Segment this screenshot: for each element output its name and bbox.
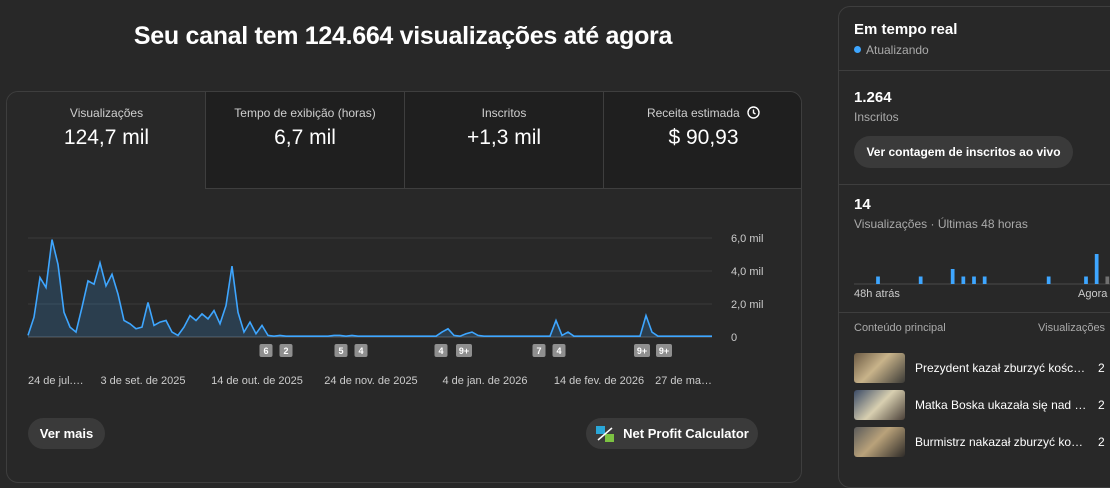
annotation-label: 9+ (659, 346, 669, 356)
tab-label: Visualizações (69, 106, 144, 120)
divider (839, 312, 1110, 313)
video-title[interactable]: Burmistrz nakazał zburzyć ko… (915, 435, 1084, 449)
y-tick-label: 6,0 mil (731, 233, 763, 245)
tab[interactable]: Tempo de exibição (horas) 6,7 mil (205, 92, 404, 189)
bar (1094, 254, 1099, 284)
annotation-label: 7 (536, 346, 541, 356)
bar (982, 276, 987, 284)
annotation-badge (532, 344, 546, 357)
x-tick-label: 14 de fev. de 2026 (554, 375, 644, 387)
x-tick-label: 27 de ma… (655, 375, 712, 387)
annotation-badge (634, 344, 650, 357)
annotation-badge (354, 344, 368, 357)
page: Seu canal tem 124.664 visualizações até … (6, 6, 1110, 488)
tab[interactable]: Visualizações 124,7 mil (7, 92, 206, 189)
thumbnail (854, 390, 905, 420)
tab-value: 6,7 mil (274, 126, 336, 149)
thumbnail (854, 353, 905, 383)
annotation-label: 6 (263, 346, 268, 356)
x-tick-label: 24 de jul.… (28, 375, 84, 387)
x-tick-label: 14 de out. de 2025 (211, 375, 303, 387)
area (28, 239, 712, 337)
y-tick-label: 4,0 mil (731, 266, 763, 278)
start-label: 48h atrás (854, 288, 900, 300)
annotation-label: 9+ (637, 346, 647, 356)
realtime-status: Atualizando (866, 43, 929, 57)
bar (972, 276, 976, 284)
video-views: 2 (1098, 361, 1105, 375)
page-title: Seu canal tem 124.664 visualizações até … (133, 22, 673, 50)
realtime-panel: Em tempo real Atualizando 1.264 Inscrito… (838, 6, 1110, 488)
annotation-label: 4 (556, 346, 561, 356)
tab-value: +1,3 mil (466, 126, 542, 149)
subscriber-count: 1.264 (854, 89, 892, 106)
content-column: Visualizações (1038, 322, 1106, 334)
realtime-title: Em tempo real (854, 21, 958, 38)
video-views: 2 (1098, 398, 1105, 412)
tab-label: Receita estimada (604, 106, 801, 120)
video-title[interactable]: Prezydent kazał zburzyć kośc… (915, 361, 1086, 375)
content-title: Conteúdo principal (854, 322, 946, 334)
status-dot (854, 46, 861, 53)
tab-label-text: Receita estimada (646, 106, 740, 120)
calculator-label: Net Profit Calculator (623, 426, 749, 441)
y-tick-label: 2,0 mil (731, 299, 763, 311)
more-button[interactable]: Ver mais (28, 418, 105, 449)
y-tick-label: 0 (731, 332, 737, 344)
bar (961, 276, 966, 284)
views-label: Visualizações · Últimas 48 horas (854, 217, 1028, 231)
views-count: 14 (854, 196, 871, 213)
x-tick-label: 4 de jan. de 2026 (442, 375, 527, 387)
realtime-chart (854, 254, 1110, 285)
bar (876, 276, 880, 284)
tab-label: Tempo de exibição (horas) (234, 106, 376, 120)
annotation-label: 4 (358, 346, 363, 356)
line (27, 239, 712, 338)
clock-icon (747, 106, 760, 119)
tab[interactable]: Receita estimada $ 90,93 (603, 92, 801, 189)
annotation-badge (259, 344, 273, 357)
tab-value: 124,7 mil (63, 126, 150, 149)
calculator-icon (596, 425, 615, 442)
video-views: 2 (1098, 435, 1105, 449)
annotation-label: 9+ (459, 346, 469, 356)
annotation-badge (334, 344, 348, 357)
thumbnail (854, 427, 905, 457)
tab-label: Inscritos (481, 106, 527, 120)
bar (1084, 276, 1088, 284)
bar (950, 269, 955, 284)
views-chart: 6,0 mil 4,0 mil 2,0 mil 0 24 de jul.… 3 de se… (27, 233, 763, 387)
annotation-badge (552, 344, 566, 357)
live-count-button[interactable]: Ver contagem de inscritos ao vivo (854, 136, 1073, 168)
end-label: Agora (1078, 288, 1108, 300)
analytics-card: Visualizações 124,7 mil Tempo de exibiçã… (6, 91, 802, 483)
annotation-label: 4 (438, 346, 443, 356)
tab[interactable]: Inscritos +1,3 mil (404, 92, 603, 189)
bar (918, 276, 923, 284)
subscriber-label: Inscritos (854, 110, 899, 124)
divider (839, 70, 1110, 71)
annotation-badge (656, 344, 672, 357)
annotation-label: 2 (283, 346, 288, 356)
divider (839, 184, 1110, 185)
annotation-badge (434, 344, 448, 357)
bar (1105, 276, 1110, 284)
annotation-badge (456, 344, 472, 357)
video-title[interactable]: Matka Boska ukazała się nad … (915, 398, 1087, 412)
x-tick-label: 3 de set. de 2025 (100, 375, 185, 387)
annotation-badge (279, 344, 293, 357)
annotation-label: 5 (338, 346, 343, 356)
calculator-button[interactable]: Net Profit Calculator (586, 418, 758, 449)
bar (1046, 276, 1051, 284)
tab-value: $ 90,93 (668, 126, 739, 149)
x-tick-label: 24 de nov. de 2025 (324, 375, 417, 387)
